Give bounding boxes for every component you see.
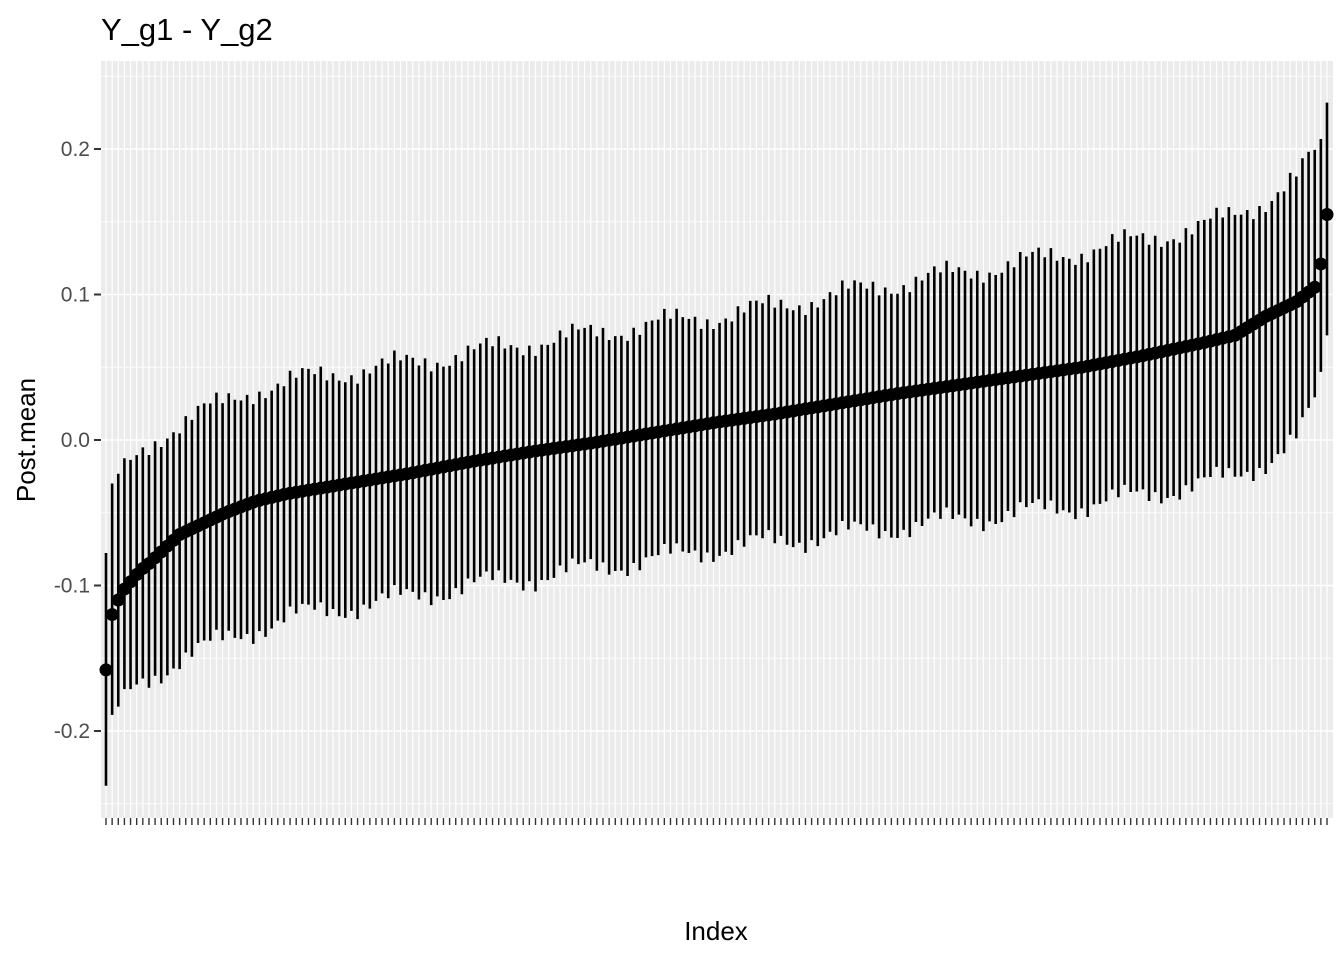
- mean-point: [1308, 280, 1322, 294]
- chart-title: Y_g1 - Y_g2: [101, 12, 273, 47]
- mean-point: [111, 593, 125, 607]
- mean-point: [105, 608, 119, 622]
- y-tick-label: 0.0: [61, 429, 90, 452]
- y-axis-title: Post.mean: [11, 378, 41, 502]
- mean-point: [1320, 207, 1334, 221]
- x-axis-title: Index: [684, 916, 748, 946]
- y-axis: -0.2 -0.1 0.0 0.1 0.2: [54, 138, 101, 743]
- x-axis: [105, 818, 1328, 825]
- y-tick-label: 0.2: [61, 138, 90, 161]
- mean-points: [99, 207, 1334, 677]
- mean-point: [1314, 257, 1328, 271]
- y-tick-label: -0.2: [54, 720, 90, 743]
- y-tick-label: 0.1: [61, 284, 90, 307]
- y-tick-label: -0.1: [54, 575, 90, 598]
- mean-point: [99, 663, 113, 677]
